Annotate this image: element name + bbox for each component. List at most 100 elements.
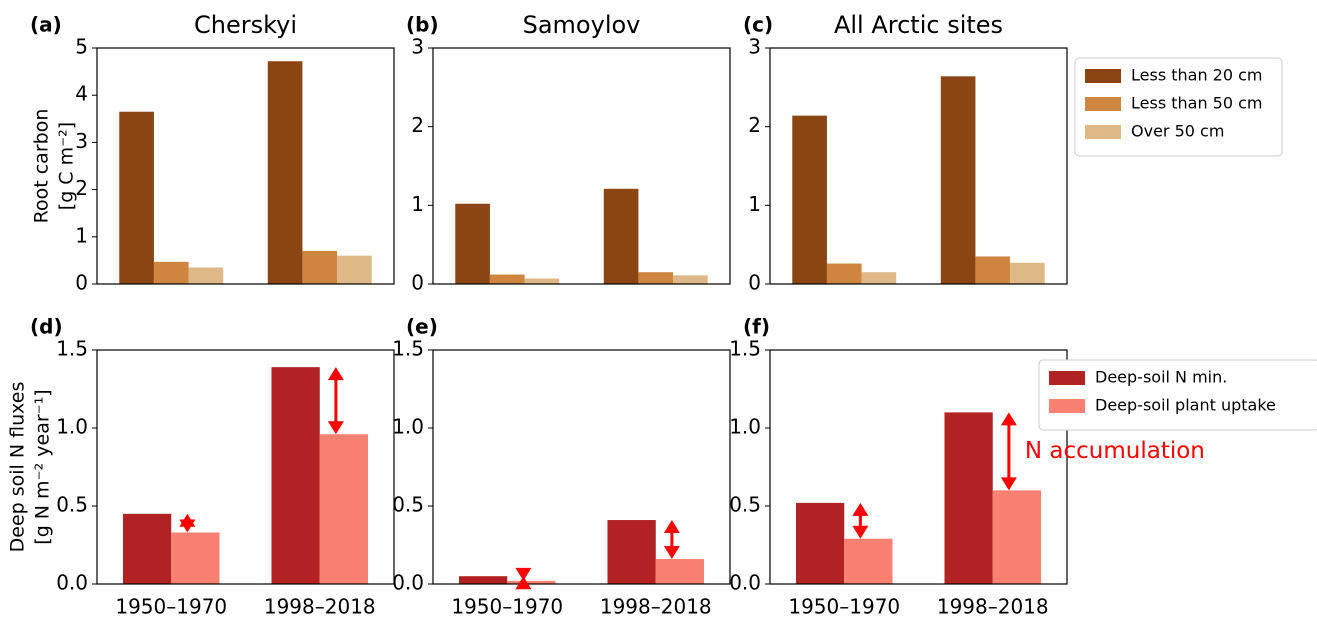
bar bbox=[337, 255, 372, 284]
arrow-head bbox=[327, 421, 344, 435]
bar bbox=[1010, 262, 1045, 284]
y-axis-label: Deep soil N fluxes bbox=[7, 382, 29, 553]
legend-box bbox=[1074, 57, 1283, 157]
y-tick-label: 1 bbox=[748, 192, 761, 216]
y-axis-label: [g N m⁻² year⁻¹] bbox=[32, 389, 54, 544]
y-tick-label: 3 bbox=[411, 35, 424, 59]
panel-label: (a) bbox=[30, 13, 62, 37]
axes-frame bbox=[96, 349, 395, 585]
arrow-head bbox=[852, 502, 869, 516]
y-tick-label: 0.0 bbox=[729, 571, 761, 595]
annotation: N accumulation bbox=[1025, 438, 1205, 464]
legend-label: Deep-soil plant uptake bbox=[1095, 396, 1276, 415]
arrow-head bbox=[1000, 412, 1017, 426]
y-tick-label: 1 bbox=[75, 223, 88, 247]
bar bbox=[267, 61, 303, 284]
y-tick-label: 1.0 bbox=[56, 415, 88, 439]
bar bbox=[792, 115, 827, 284]
y-axis-label: [g C m⁻²] bbox=[56, 122, 78, 210]
legend-label: Less than 20 cm bbox=[1131, 66, 1263, 85]
y-tick-label: 0.5 bbox=[56, 493, 88, 517]
bar bbox=[507, 580, 556, 584]
x-tick-label: 1998–2018 bbox=[600, 595, 712, 619]
legend-swatch bbox=[1085, 69, 1121, 83]
bar bbox=[940, 76, 976, 284]
y-tick-label: 1.0 bbox=[729, 415, 761, 439]
y-tick-label: 0.0 bbox=[392, 571, 424, 595]
panel-label: (b) bbox=[406, 13, 439, 37]
legend-swatch bbox=[1085, 125, 1121, 139]
arrow-head bbox=[663, 546, 680, 560]
y-tick-label: 0 bbox=[75, 271, 88, 295]
arrow-head bbox=[852, 525, 869, 539]
bar bbox=[458, 576, 508, 584]
y-tick-label: 1.5 bbox=[56, 337, 88, 361]
bar bbox=[188, 267, 224, 284]
axes-frame bbox=[769, 349, 1068, 585]
y-tick-label: 0 bbox=[411, 271, 424, 295]
bar bbox=[826, 263, 862, 284]
panel-label: (d) bbox=[30, 315, 63, 339]
arrow-head bbox=[515, 567, 532, 581]
legend-label: Less than 50 cm bbox=[1131, 94, 1263, 113]
x-tick-label: 1998–2018 bbox=[264, 595, 376, 619]
legend-swatch bbox=[1085, 97, 1121, 111]
bar bbox=[171, 532, 220, 584]
bar bbox=[122, 513, 172, 584]
bar bbox=[489, 274, 525, 284]
difference-arrow bbox=[515, 567, 532, 590]
y-tick-label: 3 bbox=[75, 129, 88, 153]
panel-label: (e) bbox=[406, 315, 438, 339]
bar bbox=[638, 272, 674, 284]
bar bbox=[302, 250, 338, 284]
x-tick-label: 1998–2018 bbox=[937, 595, 1049, 619]
x-tick-label: 1950–1970 bbox=[451, 595, 563, 619]
y-tick-label: 0.0 bbox=[56, 571, 88, 595]
bar bbox=[861, 272, 897, 284]
arrow-head bbox=[515, 576, 532, 590]
y-tick-label: 1.5 bbox=[392, 337, 424, 361]
y-tick-label: 1 bbox=[411, 192, 424, 216]
bar bbox=[975, 256, 1011, 284]
y-tick-label: 4 bbox=[75, 82, 88, 106]
y-tick-label: 2 bbox=[75, 176, 88, 200]
y-tick-label: 1.0 bbox=[392, 415, 424, 439]
y-tick-label: 1.5 bbox=[729, 337, 761, 361]
bar bbox=[673, 275, 708, 284]
arrow-head bbox=[327, 367, 344, 381]
bar bbox=[119, 111, 154, 284]
difference-arrow bbox=[663, 520, 680, 560]
legend-swatch bbox=[1049, 371, 1085, 385]
bar bbox=[455, 203, 490, 284]
x-tick-label: 1950–1970 bbox=[115, 595, 227, 619]
legend-swatch bbox=[1049, 399, 1085, 413]
difference-arrow bbox=[1000, 412, 1017, 491]
axes-frame bbox=[96, 47, 395, 285]
bar bbox=[795, 502, 845, 584]
legend-label: Deep-soil N min. bbox=[1095, 368, 1227, 387]
panel-label: (f) bbox=[743, 315, 770, 339]
bar bbox=[524, 278, 560, 284]
bar bbox=[319, 434, 369, 584]
bar bbox=[844, 538, 893, 584]
panel-label: (c) bbox=[743, 13, 773, 37]
legend-label: Over 50 cm bbox=[1131, 122, 1224, 141]
y-tick-label: 3 bbox=[748, 35, 761, 59]
arrow-head bbox=[1000, 477, 1017, 491]
axes-frame bbox=[769, 47, 1068, 285]
bar bbox=[655, 559, 705, 584]
y-tick-label: 0.5 bbox=[392, 493, 424, 517]
axes-frame bbox=[432, 349, 731, 585]
bar bbox=[271, 367, 320, 584]
arrow-head bbox=[179, 519, 196, 533]
y-tick-label: 0 bbox=[748, 271, 761, 295]
bar bbox=[603, 188, 639, 284]
difference-arrow bbox=[179, 513, 196, 533]
panel-title: Samoylov bbox=[523, 11, 641, 39]
y-tick-label: 5 bbox=[75, 35, 88, 59]
panel-title: All Arctic sites bbox=[834, 11, 1003, 39]
arrow-head bbox=[663, 520, 680, 534]
difference-arrow bbox=[852, 502, 869, 539]
x-tick-label: 1950–1970 bbox=[788, 595, 900, 619]
